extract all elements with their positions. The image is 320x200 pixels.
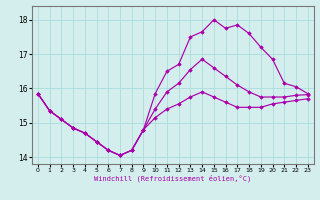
X-axis label: Windchill (Refroidissement éolien,°C): Windchill (Refroidissement éolien,°C) bbox=[94, 175, 252, 182]
